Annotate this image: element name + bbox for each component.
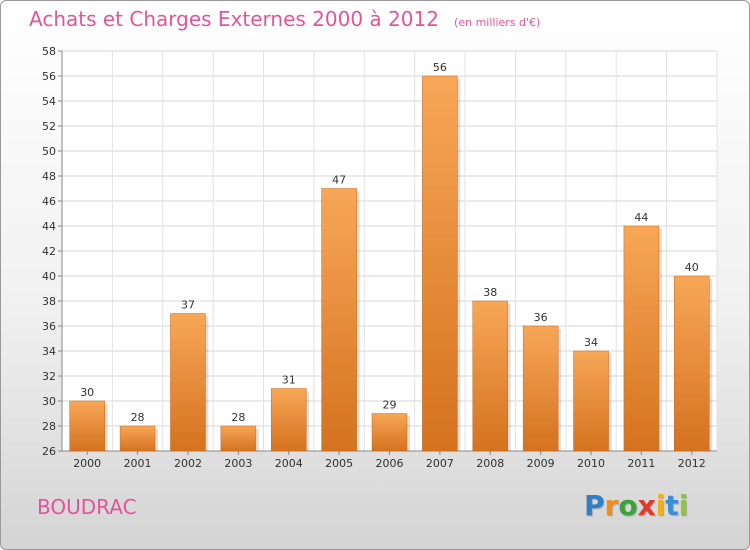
x-tick-label: 2010 xyxy=(577,457,605,470)
y-tick-label: 44 xyxy=(42,220,56,233)
chart-subtitle: (en milliers d'€) xyxy=(454,16,541,29)
y-tick-label: 50 xyxy=(42,145,56,158)
y-tick-label: 58 xyxy=(42,45,56,58)
chart-title: Achats et Charges Externes 2000 à 2012 xyxy=(29,7,439,31)
bar xyxy=(371,413,408,452)
bar xyxy=(321,188,357,452)
y-tick-label: 54 xyxy=(42,95,56,108)
bar-value-label: 31 xyxy=(282,374,296,387)
bar xyxy=(119,425,156,452)
logo-letter: x xyxy=(637,489,656,522)
x-tick-label: 2009 xyxy=(527,457,555,470)
y-tick-label: 46 xyxy=(42,195,56,208)
bar xyxy=(69,400,105,452)
x-tick-label: 2003 xyxy=(224,457,252,470)
logo-letter: r xyxy=(604,489,619,522)
logo-letter: i xyxy=(678,489,689,522)
bar-value-label: 30 xyxy=(80,386,94,399)
y-tick-label: 36 xyxy=(42,320,56,333)
x-tick-label: 2002 xyxy=(174,457,202,470)
bar xyxy=(220,425,257,452)
bar xyxy=(674,275,710,452)
x-tick-label: 2007 xyxy=(426,457,454,470)
x-tick-label: 2001 xyxy=(124,457,152,470)
x-tick-label: 2000 xyxy=(73,457,101,470)
y-tick-label: 26 xyxy=(42,445,56,458)
bar-value-label: 36 xyxy=(534,311,548,324)
y-tick-label: 40 xyxy=(42,270,56,283)
proxiti-logo: Proxiti xyxy=(584,489,688,522)
bar xyxy=(422,75,458,452)
logo-letter: o xyxy=(618,489,638,522)
x-tick-label: 2006 xyxy=(376,457,404,470)
bar-value-label: 38 xyxy=(483,286,497,299)
bar-value-label: 29 xyxy=(383,399,397,412)
y-tick-label: 34 xyxy=(42,345,56,358)
bar-value-label: 40 xyxy=(685,261,699,274)
bars xyxy=(69,75,713,452)
grid-lines xyxy=(61,50,718,452)
logo-letter: i xyxy=(655,489,666,522)
x-tick-label: 2005 xyxy=(325,457,353,470)
bar-value-label: 34 xyxy=(584,336,598,349)
logo-letter: P xyxy=(584,489,605,522)
x-tick-label: 2011 xyxy=(627,457,655,470)
bar-value-label: 37 xyxy=(181,299,195,312)
bar xyxy=(573,350,609,452)
y-tick-label: 28 xyxy=(42,420,56,433)
y-tick-label: 38 xyxy=(42,295,56,308)
bar-value-label: 28 xyxy=(231,411,245,424)
y-tick-label: 52 xyxy=(42,120,56,133)
x-tick-label: 2012 xyxy=(678,457,706,470)
bar xyxy=(522,325,559,452)
y-tick-label: 56 xyxy=(42,70,56,83)
bar xyxy=(270,388,307,452)
bar-value-label: 56 xyxy=(433,61,447,74)
bar xyxy=(623,225,660,452)
bar-value-label: 28 xyxy=(131,411,145,424)
bar xyxy=(170,313,206,452)
x-tick-label: 2008 xyxy=(476,457,504,470)
place-name: BOUDRAC xyxy=(37,495,137,519)
bar-value-label: 44 xyxy=(634,211,648,224)
bar xyxy=(472,300,509,452)
y-tick-label: 48 xyxy=(42,170,56,183)
y-tick-label: 32 xyxy=(42,370,56,383)
x-tick-label: 2004 xyxy=(275,457,303,470)
y-tick-label: 30 xyxy=(42,395,56,408)
logo-letter: t xyxy=(665,489,679,522)
y-tick-label: 42 xyxy=(42,245,56,258)
title-row: Achats et Charges Externes 2000 à 2012 (… xyxy=(29,7,540,31)
labels: 30 2000 28 2001 37 2002 28 2003 31 2004 47 2005 29 20… xyxy=(73,61,706,470)
bar-value-label: 47 xyxy=(332,174,346,187)
